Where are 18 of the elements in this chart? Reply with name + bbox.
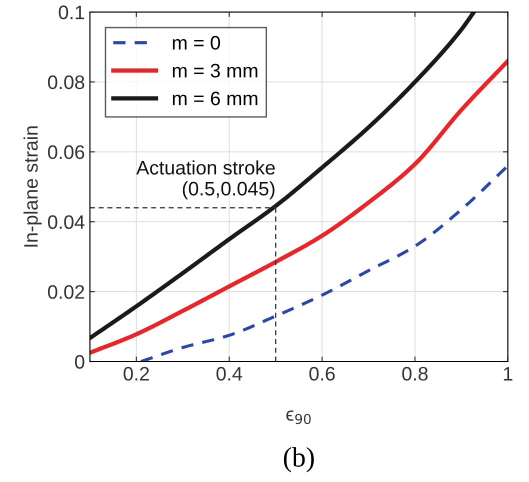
x-tick-label: 0.2 xyxy=(124,366,149,381)
x-tick-label: 0.8 xyxy=(402,366,428,381)
y-tick-label: 0 xyxy=(75,354,84,369)
x-axis-title: ϵ$_{90}$ xyxy=(286,410,311,424)
x-tick-label: 1 xyxy=(504,367,512,380)
y-tick-label: 0.06 xyxy=(48,145,84,160)
y-tick-label: 0.04 xyxy=(48,215,85,229)
y-tick-label: 0.02 xyxy=(48,285,84,299)
annotation: Actuation stroke (0.5,0.045) xyxy=(136,160,275,200)
legend-label: m = 6 mm xyxy=(172,92,258,106)
x-tick-label: 0.6 xyxy=(309,366,335,381)
text: (b) xyxy=(284,447,314,472)
y-axis-title: In-plane strain xyxy=(24,126,42,247)
legend-label: m = 0 xyxy=(172,36,220,50)
y-tick-label: 0.08 xyxy=(48,75,84,90)
legend-label: m = 3 mm xyxy=(172,64,258,78)
y-tick-label: 0.1 xyxy=(58,6,84,20)
x-tick-label: 0.4 xyxy=(216,366,242,381)
